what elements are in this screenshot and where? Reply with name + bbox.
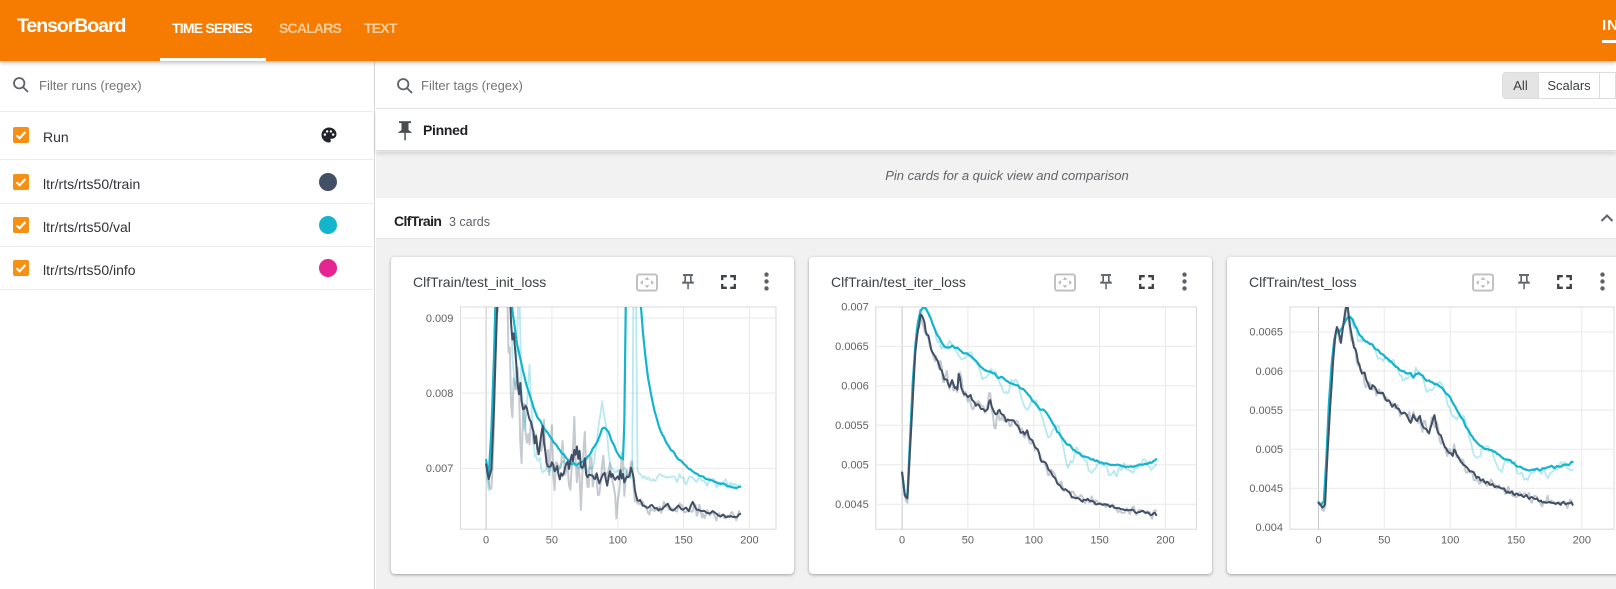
svg-text:150: 150 — [674, 535, 692, 547]
svg-text:0.0055: 0.0055 — [1249, 405, 1283, 417]
svg-text:0.0065: 0.0065 — [835, 341, 869, 353]
svg-text:0.005: 0.005 — [841, 460, 869, 472]
svg-text:50: 50 — [1378, 535, 1390, 547]
svg-text:0.0055: 0.0055 — [835, 420, 869, 432]
svg-text:0.0065: 0.0065 — [1249, 327, 1283, 339]
svg-text:0: 0 — [1315, 535, 1321, 547]
svg-text:0.004: 0.004 — [1255, 522, 1283, 534]
svg-text:200: 200 — [1573, 535, 1591, 547]
svg-text:0.0045: 0.0045 — [835, 499, 869, 511]
svg-text:100: 100 — [1025, 535, 1043, 547]
svg-text:0.006: 0.006 — [1255, 366, 1283, 378]
svg-text:200: 200 — [1156, 535, 1174, 547]
svg-text:50: 50 — [546, 535, 558, 547]
svg-text:50: 50 — [962, 535, 974, 547]
svg-text:0.0045: 0.0045 — [1249, 483, 1283, 495]
svg-text:0.009: 0.009 — [426, 313, 454, 325]
svg-text:150: 150 — [1507, 535, 1525, 547]
svg-text:0.008: 0.008 — [426, 388, 454, 400]
svg-text:0.005: 0.005 — [1255, 444, 1283, 456]
svg-text:200: 200 — [740, 535, 758, 547]
svg-text:100: 100 — [609, 535, 627, 547]
svg-text:150: 150 — [1090, 535, 1108, 547]
svg-text:0: 0 — [899, 535, 905, 547]
svg-text:100: 100 — [1441, 535, 1459, 547]
svg-text:0.007: 0.007 — [841, 302, 869, 314]
svg-text:0: 0 — [483, 535, 489, 547]
svg-text:0.006: 0.006 — [841, 381, 869, 393]
svg-text:0.007: 0.007 — [426, 463, 454, 475]
